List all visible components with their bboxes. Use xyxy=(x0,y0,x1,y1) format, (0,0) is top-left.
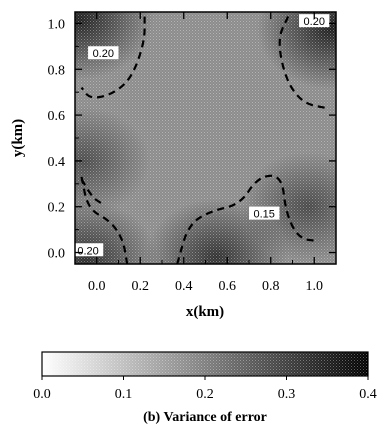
caption: (b) Variance of error xyxy=(143,410,267,425)
y-axis: 0.0 0.2 0.4 0.6 0.8 1.0 xyxy=(48,17,336,262)
x-tick-label: 0.0 xyxy=(88,279,106,294)
colorbar-tick-label: 0.4 xyxy=(359,387,377,402)
x-tick-label: 0.2 xyxy=(132,279,150,294)
y-axis-title: y(km) xyxy=(10,119,26,157)
y-tick-label: 1.0 xyxy=(48,17,66,32)
contour-label-2: 0.15 xyxy=(254,209,275,221)
x-tick-label: 0.4 xyxy=(175,279,193,294)
contour-line-1 xyxy=(278,16,328,110)
contour-label-bg-2 xyxy=(249,206,280,220)
x-axis-title: x(km) xyxy=(186,304,224,320)
x-tick-label: 0.6 xyxy=(219,279,237,294)
contour-line-2 xyxy=(176,174,319,264)
colorbar-tick-label: 0.2 xyxy=(196,387,214,402)
colorbar-tick-label: 0.1 xyxy=(115,387,133,402)
colorbar-texture xyxy=(42,352,368,376)
y-tick-label: 0.2 xyxy=(48,201,66,216)
contour-label-bg-1 xyxy=(299,14,330,28)
x-tick-label: 1.0 xyxy=(306,279,324,294)
y-tick-label: 0.4 xyxy=(48,155,66,170)
contour-label-3: 0.20 xyxy=(77,245,98,257)
y-tick-label: 0.8 xyxy=(48,63,66,78)
y-tick-label: 0.6 xyxy=(48,109,66,124)
contour-label-0: 0.20 xyxy=(93,48,114,60)
contour-label-bg-0 xyxy=(88,46,119,60)
x-tick-label: 0.8 xyxy=(262,279,280,294)
contour-lines xyxy=(80,16,328,264)
colorbar-ticks: 0.0 0.1 0.2 0.3 0.4 xyxy=(33,376,377,402)
colorbar: 0.0 0.1 0.2 0.3 0.4 xyxy=(33,351,377,402)
colorbar-tick-label: 0.0 xyxy=(33,387,51,402)
colorbar-tick-label: 0.3 xyxy=(278,387,296,402)
x-axis: 0.0 0.2 0.4 0.6 0.8 1.0 xyxy=(88,12,323,294)
contour-line-3 xyxy=(80,176,129,264)
contour-label-1: 0.20 xyxy=(304,16,325,28)
contour-line-0 xyxy=(80,16,146,99)
heatmap: 0.20 0.20 0.15 0.20 xyxy=(72,11,337,265)
stipple-texture xyxy=(75,12,336,264)
y-tick-label: 0.0 xyxy=(48,247,66,262)
contour-line-4 xyxy=(80,178,104,206)
